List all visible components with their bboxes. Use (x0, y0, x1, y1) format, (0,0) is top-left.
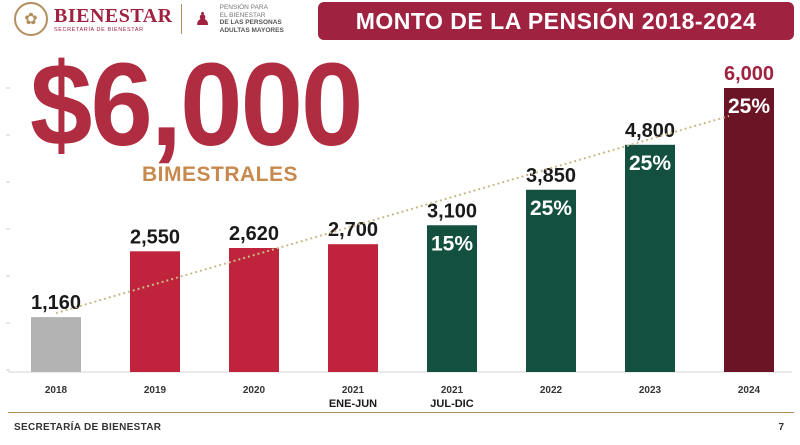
category-sublabel: JUL-DIC (430, 398, 473, 410)
value-label: 3,850 (526, 165, 576, 187)
category-label: 2024 (738, 385, 761, 396)
value-label: 6,000 (724, 63, 774, 85)
trend-line (55, 115, 730, 315)
bar-2023 (625, 144, 675, 372)
brand-subtitle: SECRETARÍA DE BIENESTAR (54, 27, 144, 33)
brand-name: BIENESTAR (54, 5, 173, 27)
page-number: 7 (778, 422, 784, 433)
category-label: 2020 (243, 385, 266, 396)
value-label: 2,550 (130, 226, 180, 248)
pension-program-label: PENSIÓN PARA EL BIENESTAR DE LAS PERSONA… (219, 4, 284, 34)
logo-divider (180, 4, 182, 34)
bar-2020 (229, 247, 279, 372)
category-label: 2023 (639, 385, 662, 396)
category-label: 2021 (342, 385, 365, 396)
value-label: 4,800 (625, 120, 675, 142)
highlight-caption: BIMESTRALES (142, 163, 299, 186)
increase-label: 15% (431, 232, 473, 255)
value-label: 2,620 (229, 223, 279, 245)
value-label: 2,700 (328, 219, 378, 241)
highlight-amount: $6,000 (30, 39, 363, 171)
increase-label: 25% (530, 197, 572, 220)
category-label: 2018 (45, 385, 68, 396)
category-label: 2019 (144, 385, 167, 396)
mexico-seal-icon: ✿ (14, 2, 48, 36)
page-title: MONTO DE LA PENSIÓN 2018-2024 (318, 2, 794, 40)
bar-2024 (724, 88, 774, 372)
value-label: 3,100 (427, 200, 477, 222)
bienestar-logo: ✿ BIENESTAR SECRETARÍA DE BIENESTAR ♟ PE… (14, 2, 284, 36)
value-label: 1,160 (31, 292, 81, 314)
bar-2021-jul-dic (427, 225, 477, 372)
bar-2019 (130, 251, 180, 372)
category-sublabel: ENE-JUN (329, 398, 377, 410)
category-label: 2022 (540, 385, 563, 396)
increase-label: 25% (629, 152, 671, 175)
increase-label: 25% (728, 95, 770, 118)
footer-org: SECRETARÍA DE BIENESTAR (14, 422, 162, 433)
header: ✿ BIENESTAR SECRETARÍA DE BIENESTAR ♟ PE… (0, 0, 800, 42)
brand-block: BIENESTAR SECRETARÍA DE BIENESTAR (54, 5, 173, 33)
elderly-people-icon: ♟ (194, 8, 211, 29)
bar-2021-ene-jun (328, 244, 378, 372)
bar-2018 (31, 317, 81, 372)
category-label: 2021 (441, 385, 464, 396)
bar-2022 (526, 189, 576, 372)
footer-divider (8, 412, 794, 413)
